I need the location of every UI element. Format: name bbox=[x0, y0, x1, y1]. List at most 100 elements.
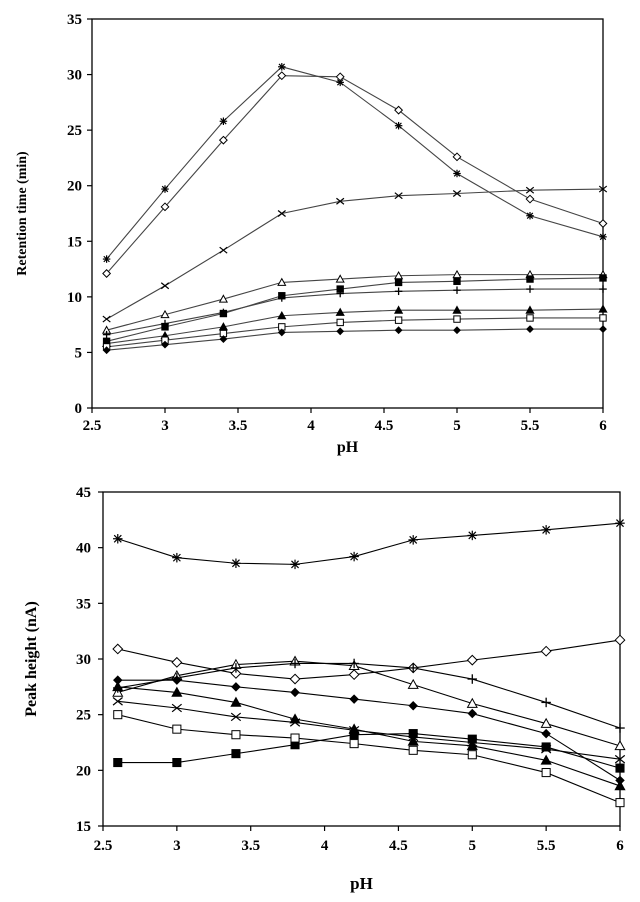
series-markers-open-diamond bbox=[112, 634, 626, 685]
data-point-star-8 bbox=[615, 518, 625, 528]
x-tick-label: 5.5 bbox=[537, 838, 556, 854]
data-point-filled-triangle-6 bbox=[466, 740, 478, 751]
series-markers-filled-diamond bbox=[102, 325, 607, 355]
x-tick-label: 4 bbox=[307, 418, 315, 434]
data-point-star-8 bbox=[599, 233, 607, 241]
data-point-star-4 bbox=[336, 78, 344, 87]
data-point-open-diamond-8 bbox=[614, 634, 626, 646]
data-point-filled-triangle-4 bbox=[348, 723, 360, 734]
data-point-filled-diamond-4 bbox=[336, 327, 345, 336]
data-point-filled-triangle-0 bbox=[112, 681, 124, 692]
y-tick-label: 30 bbox=[76, 652, 91, 668]
data-point-star-4 bbox=[349, 551, 359, 562]
data-point-open-square-2 bbox=[231, 730, 241, 740]
data-point-filled-triangle-5 bbox=[394, 305, 404, 314]
data-point-plus-1 bbox=[161, 319, 169, 328]
series-markers-x bbox=[102, 185, 608, 323]
y-tick-label: 5 bbox=[75, 345, 83, 361]
data-point-star-3 bbox=[290, 559, 300, 570]
y-tick-label: 45 bbox=[76, 485, 91, 501]
data-point-filled-triangle-7 bbox=[540, 754, 552, 765]
data-point-plus-7 bbox=[526, 285, 534, 293]
data-point-open-triangle-2 bbox=[218, 294, 228, 303]
data-point-open-diamond-6 bbox=[466, 654, 478, 666]
data-point-star-0 bbox=[102, 255, 111, 263]
data-point-open-square-0 bbox=[113, 710, 123, 720]
data-point-star-6 bbox=[453, 169, 461, 178]
data-point-filled-triangle-8 bbox=[598, 304, 608, 313]
data-point-star-6 bbox=[467, 530, 478, 541]
chart-top-retention-time: 0 5 10 15 20 25 30 35 2.5 3 3.5 4 4.5 5 5.5 6 pH Retentio… bbox=[15, 12, 608, 456]
series-markers-plus bbox=[102, 285, 607, 339]
y-axis-ticks: 15 20 25 30 35 40 45 bbox=[76, 485, 103, 835]
data-point-star-1 bbox=[172, 552, 182, 563]
data-point-filled-diamond-0 bbox=[102, 346, 111, 355]
x-tick-label: 3.5 bbox=[229, 418, 248, 434]
data-point-filled-triangle-8 bbox=[614, 780, 626, 791]
data-point-x-1 bbox=[171, 703, 182, 713]
y-tick-label: 25 bbox=[76, 708, 91, 724]
data-point-filled-diamond-2 bbox=[231, 682, 241, 692]
data-point-x-4 bbox=[336, 197, 345, 205]
data-point-filled-triangle-7 bbox=[525, 305, 535, 314]
x-tick-label: 3 bbox=[173, 838, 181, 854]
data-point-filled-diamond-5 bbox=[408, 701, 418, 711]
data-point-filled-diamond-8 bbox=[615, 775, 625, 786]
data-point-open-diamond-0 bbox=[102, 269, 112, 278]
data-point-plus-8 bbox=[615, 723, 625, 733]
data-point-filled-triangle-2 bbox=[230, 696, 242, 707]
series-line-star bbox=[106, 66, 604, 260]
y-tick-label: 10 bbox=[67, 290, 82, 306]
data-point-open-diamond-3 bbox=[277, 71, 287, 81]
data-point-filled-square-2 bbox=[231, 749, 241, 759]
data-point-filled-triangle-3 bbox=[277, 310, 287, 320]
data-point-star-2 bbox=[231, 558, 241, 569]
data-point-star-3 bbox=[278, 63, 286, 71]
data-point-open-square-4 bbox=[336, 318, 344, 327]
data-point-x-7 bbox=[525, 186, 535, 194]
data-point-star-5 bbox=[394, 121, 403, 130]
data-point-filled-triangle-1 bbox=[171, 686, 183, 697]
x-tick-label: 3 bbox=[161, 418, 169, 434]
data-point-star-5 bbox=[408, 535, 418, 545]
series-markers-star bbox=[113, 518, 625, 570]
series-line-x bbox=[106, 188, 604, 320]
data-point-x-8 bbox=[598, 185, 608, 193]
x-axis-ticks: 2.5 3 3.5 4 4.5 5 5.5 6 bbox=[83, 408, 607, 434]
data-point-filled-diamond-1 bbox=[172, 675, 182, 685]
data-point-filled-diamond-3 bbox=[290, 687, 300, 698]
data-point-open-diamond-4 bbox=[348, 669, 360, 681]
data-point-star-1 bbox=[161, 185, 169, 193]
data-point-filled-triangle-3 bbox=[289, 713, 301, 724]
data-point-open-diamond-3 bbox=[289, 673, 301, 685]
series-line-open-diamond bbox=[106, 75, 604, 274]
data-point-open-triangle-8 bbox=[614, 740, 626, 751]
data-point-filled-square-1 bbox=[172, 758, 182, 768]
data-point-filled-diamond-0 bbox=[113, 675, 123, 685]
data-point-plus-2 bbox=[231, 663, 241, 673]
data-point-x-5 bbox=[394, 192, 403, 200]
data-point-filled-diamond-5 bbox=[394, 326, 403, 335]
y-axis-label: Retention time (min) bbox=[15, 151, 30, 276]
x-tick-label: 4 bbox=[321, 838, 329, 854]
data-point-plus-3 bbox=[290, 658, 300, 669]
y-tick-label: 0 bbox=[75, 401, 83, 417]
series-markers-open-diamond bbox=[102, 71, 608, 278]
data-point-star-7 bbox=[526, 211, 534, 220]
x-tick-label: 5 bbox=[453, 418, 461, 434]
data-point-filled-diamond-6 bbox=[453, 326, 461, 335]
data-point-plus-7 bbox=[541, 697, 551, 708]
chart-bottom-peak-height: 15 20 25 30 35 40 45 2.5 3 3.5 4 4.5 5 5.5 6 pH Peak hei… bbox=[23, 485, 626, 893]
x-tick-label: 6 bbox=[599, 418, 607, 434]
data-point-plus-6 bbox=[453, 286, 461, 294]
data-point-filled-square-6 bbox=[453, 277, 461, 285]
x-tick-label: 4.5 bbox=[389, 838, 408, 854]
data-point-open-triangle-4 bbox=[335, 274, 345, 283]
series-line-open-square bbox=[106, 317, 603, 348]
data-point-filled-square-5 bbox=[394, 278, 403, 287]
data-point-open-square-5 bbox=[408, 745, 418, 755]
data-point-open-diamond-7 bbox=[540, 645, 552, 657]
series-markers-star bbox=[102, 63, 607, 263]
data-point-filled-diamond-8 bbox=[599, 325, 607, 333]
y-tick-label: 15 bbox=[67, 234, 82, 250]
